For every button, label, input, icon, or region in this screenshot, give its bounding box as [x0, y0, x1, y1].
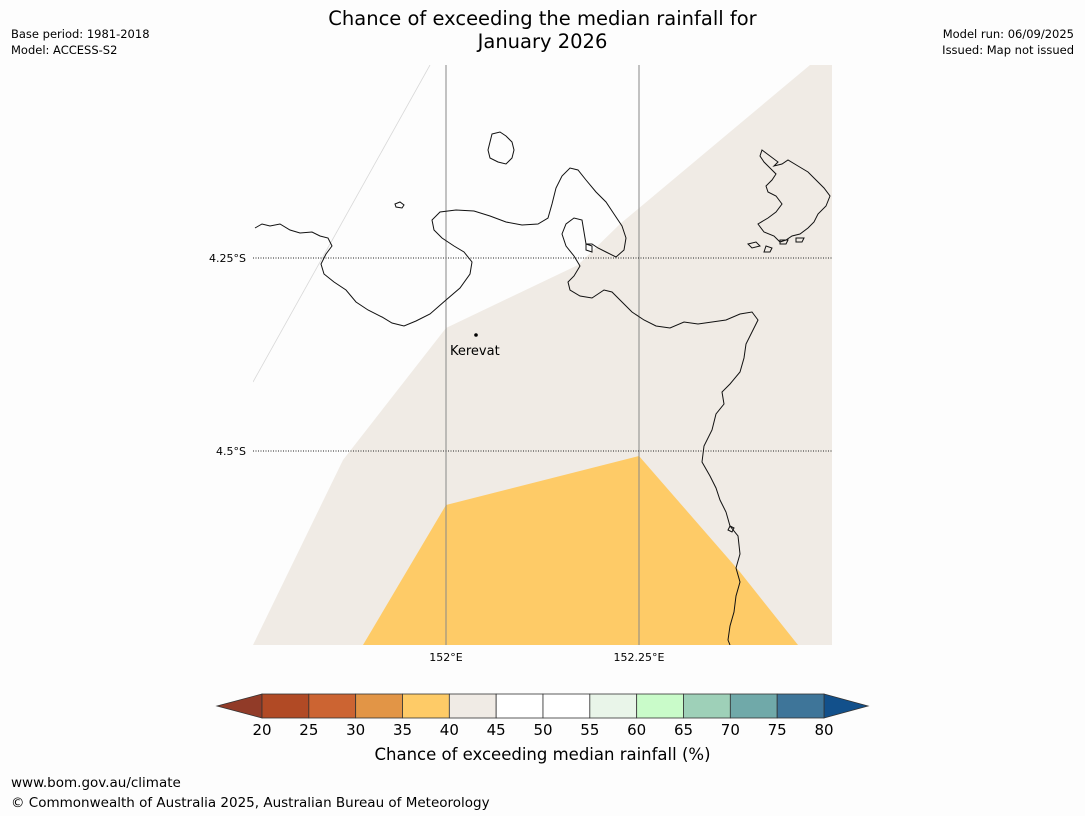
- colorbar-tick-label: 80: [814, 721, 833, 739]
- colorbar-tick-label: 75: [768, 721, 787, 739]
- map-title: Chance of exceeding the median rainfall …: [0, 7, 1085, 53]
- footer-website: www.bom.gov.au/climate: [11, 775, 181, 791]
- town-marker: [474, 333, 478, 337]
- model-run: Model run: 06/09/2025: [942, 27, 1074, 41]
- colorbar-segment: [589, 693, 638, 719]
- colorbar-segment: [402, 693, 450, 719]
- colorbar-segment: [355, 693, 403, 719]
- colorbar-tick-label: 45: [487, 721, 506, 739]
- title-line-1: Chance of exceeding the median rainfall …: [328, 7, 757, 30]
- issued-status: Issued: Map not issued: [942, 43, 1074, 57]
- lat-label-4-5: 4.5°S: [216, 445, 246, 458]
- island-channel: [585, 243, 593, 253]
- colorbar-tick-label: 55: [580, 721, 599, 739]
- town-label: Kerevat: [450, 344, 500, 359]
- data-boundary-line: [253, 65, 431, 383]
- island-east-small-3: [779, 239, 789, 245]
- colorbar-tick-label: 60: [627, 721, 646, 739]
- colorbar-tick-label: 25: [299, 721, 318, 739]
- footer-copyright: © Commonwealth of Australia 2025, Austra…: [11, 795, 490, 811]
- colorbar-tick-label: 35: [393, 721, 412, 739]
- island-east-group: [757, 149, 831, 243]
- lon-label-152: 152°E: [429, 651, 462, 664]
- colorbar: 20 25 30 35 40 45 50 55 60 65 70 75 80: [215, 693, 870, 739]
- region-35-40: [363, 456, 798, 645]
- island-small-north: [487, 131, 515, 165]
- island-east-small-4: [795, 237, 805, 243]
- coastline: [254, 131, 831, 645]
- coastline-west-peninsula: [254, 167, 759, 645]
- colorbar-under-triangle: [215, 693, 263, 719]
- island-east-small-2: [763, 245, 773, 253]
- meta-left: Base period: 1981-2018 Model: ACCESS-S2: [11, 26, 150, 58]
- colorbar-tick-label: 65: [674, 721, 693, 739]
- colorbar-label: Chance of exceeding median rainfall (%): [374, 745, 711, 764]
- lon-label-152-25: 152.25°E: [614, 651, 665, 664]
- colorbar-segment: [495, 693, 544, 719]
- model-name: Model: ACCESS-S2: [11, 43, 118, 57]
- colorbar-segment: [683, 693, 731, 719]
- island-tiny-west: [394, 201, 405, 209]
- colorbar-segment: [542, 693, 591, 719]
- region-40-45: [253, 65, 832, 645]
- colorbar-tick-label: 70: [721, 721, 740, 739]
- colorbar-segment: [636, 693, 684, 719]
- colorbar-tick-label: 30: [346, 721, 365, 739]
- colorbar-segment: [261, 693, 310, 719]
- island-east-small-1: [747, 241, 761, 249]
- meta-right: Model run: 06/09/2025 Issued: Map not is…: [942, 26, 1074, 58]
- lat-label-4-25: 4.25°S: [209, 252, 246, 265]
- colorbar-tick-label: 20: [252, 721, 271, 739]
- island-tiny-coast: [727, 525, 735, 533]
- colorbar-over-triangle: [823, 693, 870, 719]
- colorbar-segment: [308, 693, 357, 719]
- title-line-2: January 2026: [477, 30, 608, 53]
- colorbar-segment: [729, 693, 778, 719]
- base-period: Base period: 1981-2018: [11, 27, 150, 41]
- colorbar-tick-label: 40: [440, 721, 459, 739]
- colorbar-tick-label: 50: [533, 721, 552, 739]
- map-area: Kerevat: [253, 65, 832, 645]
- colorbar-segment: [776, 693, 825, 719]
- colorbar-segment: [448, 693, 497, 719]
